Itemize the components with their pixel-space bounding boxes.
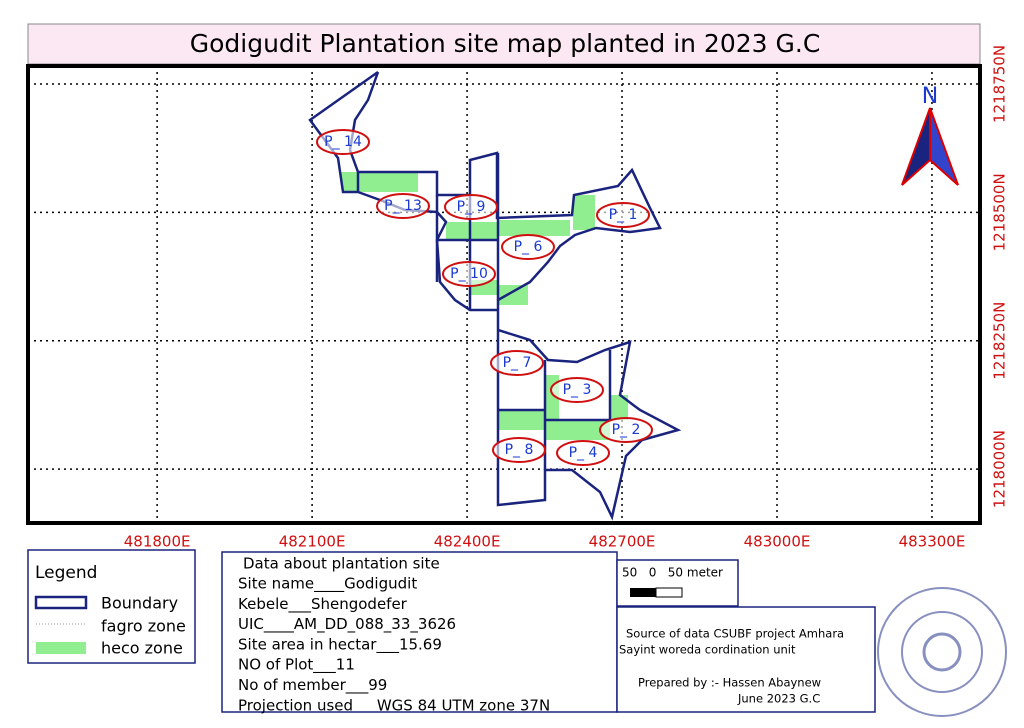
title: Godigudit Plantation site map planted in… xyxy=(190,29,821,58)
scale-bar-black xyxy=(630,588,656,597)
zone xyxy=(358,172,418,192)
data-line: Site area in hectar___15.69 xyxy=(238,635,442,654)
x-tick-label: 482400E xyxy=(434,533,501,551)
source-line: Source of data CSUBF project Amhara xyxy=(626,627,844,641)
plot-label: P_ 2 xyxy=(612,422,641,438)
x-tick-label: 483300E xyxy=(899,533,966,551)
zone xyxy=(446,222,498,240)
scale-label: 50 0 50 meter xyxy=(622,566,723,580)
north-arrow-right xyxy=(929,107,959,186)
zone xyxy=(498,285,528,305)
scale-bar-white xyxy=(655,587,683,598)
map-frame xyxy=(26,64,982,525)
plot-ellipse xyxy=(316,129,370,155)
plot-label: P_ 4 xyxy=(569,445,598,461)
plot-label: P_ 13 xyxy=(384,198,422,214)
zone xyxy=(610,395,628,420)
y-tick-label: 1218500N xyxy=(991,173,1009,251)
north-label: N xyxy=(922,84,938,109)
boundary xyxy=(308,70,682,521)
plot-ellipse xyxy=(501,234,555,260)
data-box xyxy=(221,551,618,713)
y-tick-label: 1218000N xyxy=(991,430,1009,508)
x-tick-label: 482100E xyxy=(279,533,346,551)
data-line: Kebele___Shengodefer xyxy=(238,595,408,614)
plot-label: P_ 10 xyxy=(450,266,488,282)
zone xyxy=(545,420,610,440)
y-tick-label: 1218750N xyxy=(991,45,1009,123)
x-tick-label: 481800E xyxy=(124,533,191,551)
plot-label: P_ 7 xyxy=(503,355,532,371)
plot-label: P_ 3 xyxy=(563,382,592,398)
legend-item: Boundary xyxy=(101,594,178,613)
zone xyxy=(340,172,358,192)
zone xyxy=(498,220,570,236)
legend-item: heco zone xyxy=(101,639,183,658)
title-box xyxy=(27,23,981,65)
data-line: Site name____Godigudit xyxy=(238,575,417,594)
x-tick-label: 483000E xyxy=(744,533,811,551)
y-tick-label: 1218250N xyxy=(991,302,1009,380)
x-tick-label: 482700E xyxy=(589,533,656,551)
plot-ellipse xyxy=(550,377,604,403)
boundary-outline xyxy=(308,70,682,521)
stamp-outer xyxy=(877,587,1007,717)
plot-labels: P_ 14 P_ 13 P_ 9 P_ 1 P_ 6 P_ 10 P_ 7 P_ 3 P_ 2 P… xyxy=(316,129,653,466)
data-line: No of member___99 xyxy=(238,676,387,695)
plot-label: P_ 8 xyxy=(505,442,534,458)
stamp-center xyxy=(922,632,962,672)
plot-ellipse xyxy=(376,193,430,219)
source-box xyxy=(616,606,876,713)
stamp-inner xyxy=(901,611,983,693)
plot-ellipse xyxy=(444,194,498,220)
plot-ellipse xyxy=(556,440,610,466)
prepared-line: Prepared by :- Hassen Abaynew xyxy=(638,676,821,690)
legend-title: Legend xyxy=(35,563,97,583)
plot-ellipse xyxy=(492,437,546,463)
legend-swatch-heco xyxy=(36,642,86,654)
plot-ellipse xyxy=(442,261,496,287)
plot-label: P_ 1 xyxy=(609,207,638,223)
zone xyxy=(498,410,545,430)
zone xyxy=(573,195,595,230)
data-line: UIC____AM_DD_088_33_3626 xyxy=(238,615,456,634)
legend-item: fagro zone xyxy=(101,617,186,636)
data-box-title: Data about plantation site xyxy=(243,555,440,573)
plot-lines xyxy=(435,153,612,470)
plot-ellipse xyxy=(599,417,653,443)
plot-ellipse xyxy=(596,202,650,228)
plot-label: P_ 9 xyxy=(457,199,486,215)
legend-swatch-boundary xyxy=(34,595,88,610)
scale-box xyxy=(616,559,739,607)
plot-ellipse xyxy=(490,350,544,376)
plot-label: P_ 6 xyxy=(514,239,543,255)
data-line: Projection used WGS 84 UTM zone 37N xyxy=(238,696,550,714)
plot-label: P_ 14 xyxy=(324,134,362,150)
stamp xyxy=(877,587,1007,717)
grid xyxy=(28,66,980,523)
prepared-line: June 2023 G.C xyxy=(737,692,820,706)
data-line: NO of Plot___11 xyxy=(238,656,355,675)
source-line: Sayint woreda cordination unit xyxy=(619,643,796,657)
data-lines: Site name____GodiguditKebele___Shengodef… xyxy=(238,575,550,715)
